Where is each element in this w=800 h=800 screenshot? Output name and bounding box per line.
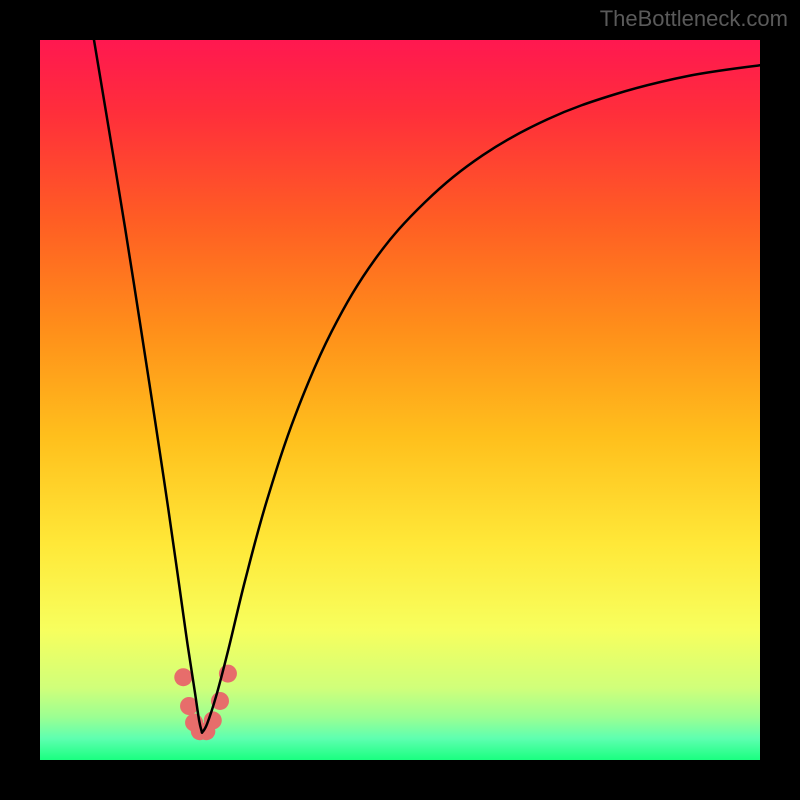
marker-dot [174, 668, 192, 686]
chart-container [40, 40, 760, 760]
watermark-text: TheBottleneck.com [600, 6, 788, 32]
bottleneck-chart [40, 40, 760, 760]
chart-background [40, 40, 760, 760]
